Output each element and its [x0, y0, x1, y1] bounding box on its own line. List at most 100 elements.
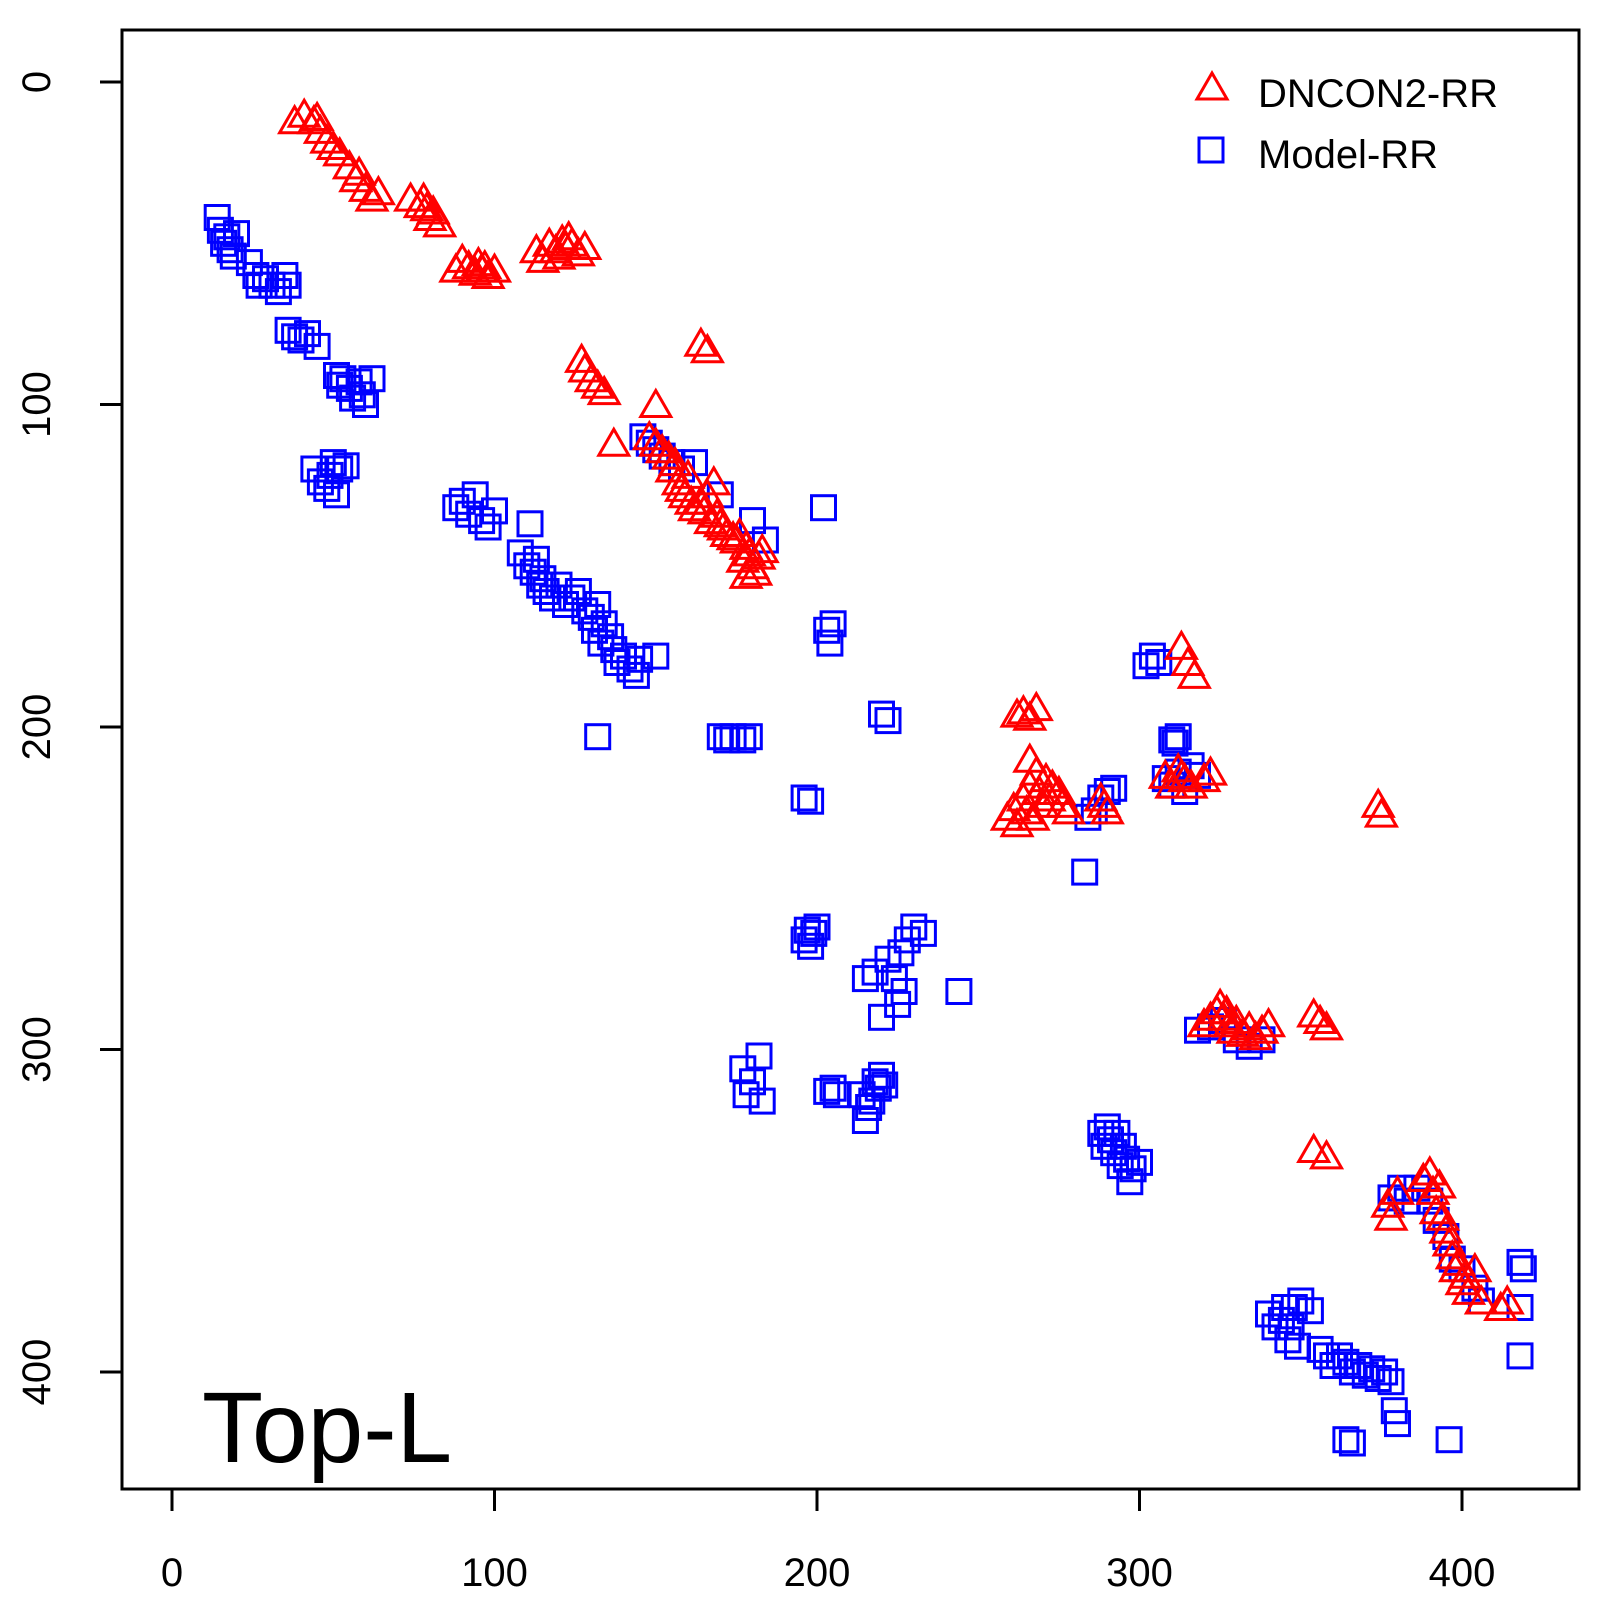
model-rr-point: [481, 497, 508, 525]
model-rr-point: [1126, 1148, 1153, 1176]
y-tick-label: 100: [15, 371, 59, 438]
model-rr-point: [735, 723, 763, 751]
dncon2-rr-point: [470, 258, 506, 289]
model-rr-point: [474, 513, 502, 541]
dncon2-rr-point: [1489, 1283, 1525, 1315]
dncon2-rr-point: [644, 432, 680, 464]
dncon2-rr-point: [728, 558, 764, 589]
dncon2-rr-point: [1373, 1200, 1409, 1231]
model-rr-point: [1296, 1297, 1324, 1325]
model-rr-point: [819, 1074, 847, 1102]
dncon2-rr-point: [1250, 1006, 1287, 1038]
model-rr-point: [900, 913, 928, 941]
model-rr-point: [797, 787, 825, 815]
plot-frame: [120, 28, 1581, 1491]
model-rr-point: [719, 723, 747, 751]
model-rr-point: [851, 965, 879, 993]
panel-label: Top-L: [202, 1372, 452, 1484]
dncon2-rr-point: [1005, 693, 1041, 725]
dncon2-rr-point: [1192, 755, 1229, 786]
legend-label-model: Model-RR: [1258, 133, 1438, 177]
dncon2-rr-point: [744, 532, 780, 564]
model-rr-point: [358, 365, 386, 393]
dncon2-rr-point: [689, 332, 725, 364]
model-rr-point: [461, 481, 489, 509]
dncon2-rr-point: [1463, 1283, 1499, 1315]
model-rr-point: [729, 726, 757, 754]
model-rr-point: [1332, 1426, 1360, 1454]
dncon2-rr-point: [560, 235, 596, 267]
model-rr-point: [861, 1068, 889, 1096]
model-rr-point: [890, 978, 918, 1005]
model-rr-point: [822, 1081, 850, 1109]
y-tick-label: 400: [15, 1339, 59, 1406]
model-rr-point: [264, 278, 292, 306]
dncon2-rr-point: [1296, 996, 1332, 1028]
dncon2-rr-point: [580, 368, 616, 399]
dncon2-rr-point: [573, 361, 609, 393]
dncon2-rr-point: [1044, 787, 1080, 818]
dncon2-rr-point: [1450, 1274, 1487, 1305]
legend-square-marker: [1197, 136, 1225, 164]
axes-layer: 0 100 200 300 400 0 100 200 300 400: [15, 71, 1495, 1595]
legend-triangle-marker: [1194, 69, 1230, 101]
dncon2-rr-point: [1447, 1258, 1483, 1289]
model-rr-point: [1506, 1248, 1534, 1276]
dncon2-rr-point: [567, 229, 603, 260]
model-rr-point: [348, 381, 376, 409]
x-tick-label: 300: [1106, 1551, 1173, 1595]
dncon2-rr-point: [409, 190, 445, 222]
dncon2-rr-point: [476, 252, 513, 283]
dncon2-rr-point: [1434, 1238, 1470, 1270]
dncon2-rr-point: [444, 242, 480, 273]
dncon2-rr-point: [638, 426, 674, 457]
model-rr-point: [242, 262, 270, 289]
dncon2-rr-point: [696, 464, 732, 496]
dncon2-rr-point: [631, 419, 667, 451]
x-tick-label: 0: [161, 1551, 183, 1595]
dncon2-rr-point: [1457, 1251, 1493, 1283]
model-rr-point: [813, 1077, 841, 1105]
model-rr-point: [803, 913, 831, 941]
model-rr-point: [1338, 1429, 1366, 1457]
dncon2-rr-point: [1051, 793, 1087, 825]
dncon2-rr-point: [1425, 1200, 1461, 1231]
dncon2-rr-point: [309, 123, 345, 154]
dncon2-rr-point: [1431, 1225, 1467, 1257]
model-rr-point: [868, 1061, 895, 1089]
model-rr-point: [522, 545, 550, 573]
model-rr-point: [1280, 1294, 1308, 1321]
model-rr-point: [1277, 1313, 1305, 1341]
dncon2-rr-point: [1405, 1161, 1441, 1192]
model-rr-point: [1158, 726, 1186, 754]
y-tick-label: 300: [15, 1016, 59, 1083]
model-rr-point: [855, 1094, 883, 1121]
model-rr-point: [332, 452, 360, 480]
dncon2-rr-point: [1483, 1290, 1519, 1321]
dncon2-rr-point: [638, 387, 674, 418]
dncon2-rr-point: [651, 439, 687, 470]
model-rr-point: [516, 510, 544, 538]
model-rr-point: [810, 494, 837, 522]
dncon2-rr-point: [1167, 761, 1203, 793]
y-tick-label: 0: [15, 71, 59, 93]
dncon2-rr-point: [299, 100, 335, 131]
model-rr-point: [1287, 1287, 1315, 1315]
model-rr-point: [223, 220, 250, 248]
model-rr-point: [584, 723, 612, 751]
dncon2-rr-point: [1308, 1138, 1345, 1170]
model-rr-point: [816, 629, 844, 657]
x-tick-label: 400: [1429, 1551, 1496, 1595]
dncon2-rr-point: [1379, 1174, 1416, 1205]
dncon2-rr-point: [1154, 768, 1190, 799]
model-rr-point: [1145, 649, 1173, 676]
legend: DNCON2-RR Model-RR: [1194, 69, 1498, 177]
model-rr-point: [352, 391, 379, 418]
model-rr-point: [287, 326, 315, 354]
dncon2-rr-point: [1089, 793, 1125, 825]
dncon2-rr-point: [1418, 1193, 1454, 1225]
dncon2-rr-point: [1302, 1003, 1338, 1034]
dncon2-rr-point: [1041, 774, 1077, 805]
dncon2-rr-point: [315, 129, 351, 160]
